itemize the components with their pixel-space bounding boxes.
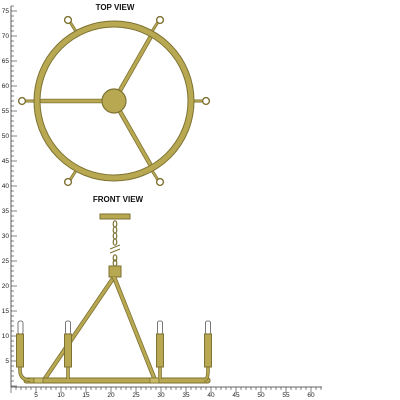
candle-elbow-fill xyxy=(19,367,31,381)
candle-elbow-fill xyxy=(203,367,209,381)
chain xyxy=(109,220,121,267)
arm-joint xyxy=(33,377,44,384)
left-tick-label: 25 xyxy=(2,258,10,265)
bottom-tick-label: 30 xyxy=(157,392,165,399)
candle-cup-icon xyxy=(155,177,165,187)
bottom-ruler-labels: 5 10 15 20 25 30 35 40 45 50 55 60 xyxy=(34,392,315,399)
candle-lights xyxy=(16,320,212,368)
left-tick-label: 50 xyxy=(2,133,10,140)
bottom-tick-label: 15 xyxy=(82,392,90,399)
candle-sleeve xyxy=(156,333,164,368)
bottom-tick-label: 25 xyxy=(132,392,140,399)
left-tick-label: 35 xyxy=(2,208,10,215)
bottom-ruler-ticks xyxy=(10,387,322,393)
candle-sleeve xyxy=(204,333,212,368)
candle-sleeve xyxy=(64,333,72,368)
candle-cup-icon xyxy=(17,96,27,106)
left-tick-label: 60 xyxy=(2,83,10,90)
bottom-tick-label: 40 xyxy=(207,392,215,399)
support-arm-right-fill xyxy=(112,276,157,381)
bottom-tick-label: 10 xyxy=(57,392,65,399)
left-tick-label: 5 xyxy=(5,358,9,365)
candle-cup-icon xyxy=(201,96,211,106)
candle-bulb-icon xyxy=(17,320,24,335)
left-ruler-labels: 75 70 65 60 55 50 45 40 35 30 25 20 15 1… xyxy=(2,8,10,365)
top-view-title: TOP VIEW xyxy=(96,3,135,12)
front-view xyxy=(16,213,212,384)
outer-ring-fill xyxy=(34,21,194,181)
candle-bulb-icon xyxy=(205,320,211,335)
candle-cup-icon xyxy=(155,15,165,25)
left-ruler-ticks xyxy=(11,5,17,387)
center-hub xyxy=(101,88,127,114)
front-view-title: FRONT VIEW xyxy=(93,195,144,204)
candle-cup-icon xyxy=(63,177,73,187)
ring-side-view xyxy=(23,377,211,384)
chain-link xyxy=(112,238,118,246)
left-tick-label: 20 xyxy=(2,283,10,290)
left-tick-label: 45 xyxy=(2,158,10,165)
bottom-tick-label: 50 xyxy=(257,392,265,399)
left-tick-label: 10 xyxy=(2,333,10,340)
bottom-tick-label: 20 xyxy=(107,392,115,399)
top-connector xyxy=(108,265,122,278)
left-tick-label: 40 xyxy=(2,183,10,190)
left-ruler: 75 70 65 60 55 50 45 40 35 30 25 20 15 1… xyxy=(2,5,17,387)
candle-bulb-icon xyxy=(157,320,163,335)
top-view xyxy=(17,15,211,187)
candle-sleeve xyxy=(16,333,24,368)
bottom-tick-label: 55 xyxy=(282,392,290,399)
chain-link xyxy=(112,254,118,262)
bottom-tick-label: 35 xyxy=(182,392,190,399)
support-arm-left-fill xyxy=(42,276,116,381)
chain-break-mark xyxy=(109,248,121,254)
candle-cup-icon xyxy=(63,15,73,25)
left-tick-label: 75 xyxy=(2,8,10,15)
left-tick-label: 15 xyxy=(2,308,10,315)
left-tick-label: 70 xyxy=(2,33,10,40)
bottom-tick-label: 45 xyxy=(232,392,240,399)
ceiling-canopy xyxy=(99,213,131,220)
left-tick-label: 55 xyxy=(2,108,10,115)
candle-bulb-icon xyxy=(65,320,71,335)
bottom-tick-label: 60 xyxy=(307,392,315,399)
bottom-tick-label: 5 xyxy=(34,392,38,399)
left-tick-label: 65 xyxy=(2,58,10,65)
arm-joint xyxy=(149,377,160,384)
chain-break-mark xyxy=(109,244,121,250)
left-tick-label: 30 xyxy=(2,233,10,240)
bottom-ruler: 5 10 15 20 25 30 35 40 45 50 55 60 xyxy=(10,386,322,399)
